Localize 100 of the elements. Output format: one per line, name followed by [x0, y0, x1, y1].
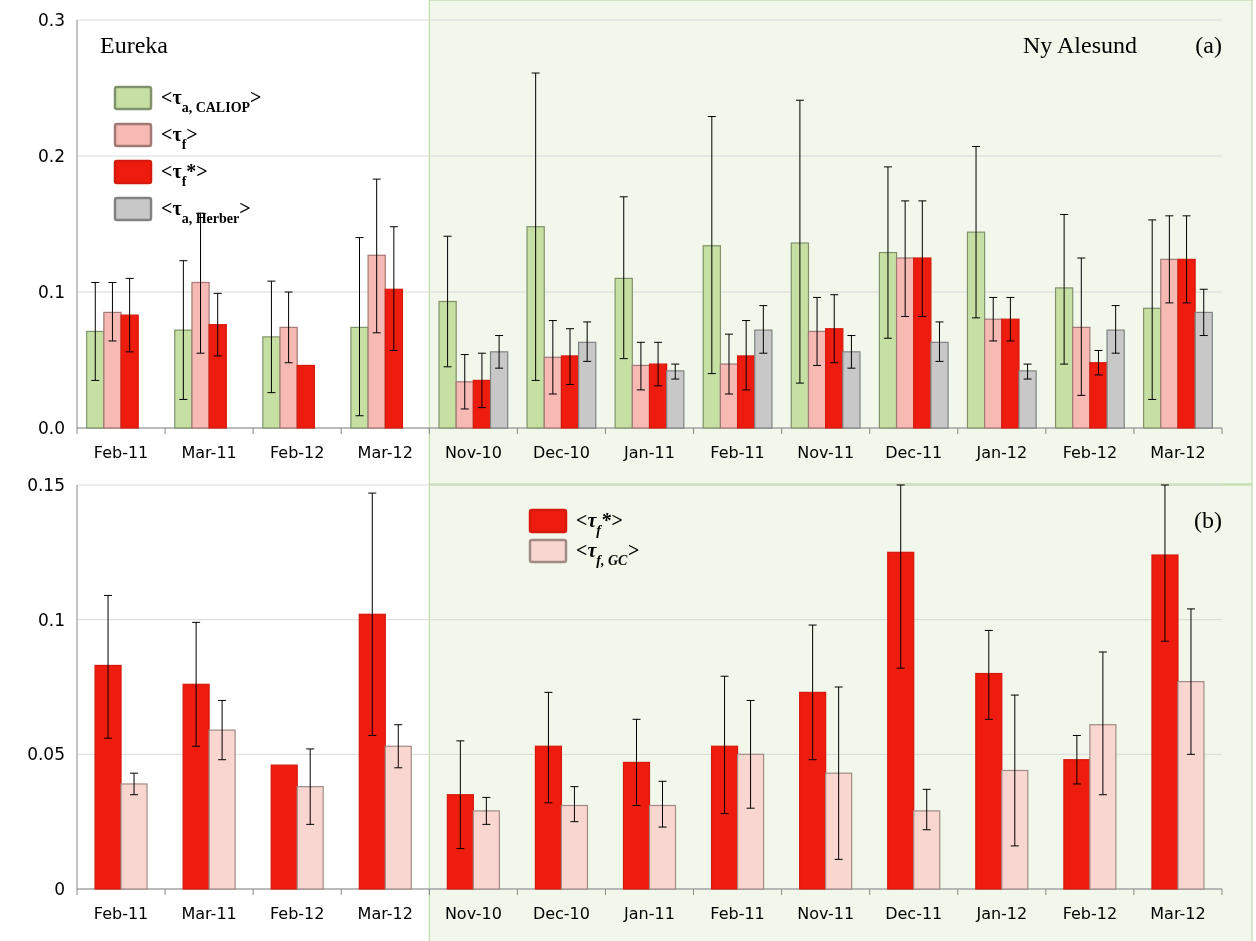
bar [367, 254, 386, 429]
bar [1001, 769, 1029, 890]
x-tick-label: Mar-12 [357, 904, 413, 923]
bar [887, 551, 915, 890]
y-tick-label: 0.05 [27, 744, 65, 765]
bar [438, 300, 457, 429]
x-tick-label: Mar-12 [1150, 904, 1206, 923]
bar [543, 356, 563, 429]
annotation: Ny Alesund [1023, 32, 1137, 58]
bar [279, 326, 298, 429]
y-tick-label: 0.3 [37, 9, 65, 30]
x-tick-label: Dec-11 [885, 443, 943, 462]
bar [270, 764, 298, 890]
x-tick-label: Feb-11 [93, 443, 149, 462]
x-tick-label: Feb-11 [93, 904, 149, 923]
y-tick-label: 0.1 [37, 281, 65, 302]
x-tick-label: Nov-11 [797, 904, 855, 923]
bar [825, 328, 844, 429]
bar [191, 281, 210, 429]
legend-label: <τ$_{a, CALIOP}$> [161, 86, 262, 115]
x-tick-label: Mar-11 [181, 443, 237, 462]
bar [648, 363, 668, 429]
bar [350, 326, 369, 429]
x-tick-label: Nov-10 [444, 443, 502, 462]
annotation: (a) [1195, 32, 1222, 58]
bar [94, 664, 122, 890]
bar [1151, 554, 1179, 890]
bar [560, 804, 589, 890]
x-tick-label: Dec-11 [885, 904, 943, 923]
bar [182, 683, 210, 890]
bar [103, 311, 122, 429]
bar [825, 772, 853, 890]
bar [296, 786, 324, 890]
bar [622, 761, 651, 890]
bar [648, 804, 677, 890]
legend-label: <τ$_{f}$*> [576, 509, 623, 538]
x-tick-label: Dec-10 [532, 443, 590, 462]
bar [799, 691, 827, 890]
bar [1063, 759, 1091, 890]
x-tick-label: Feb-11 [710, 904, 765, 923]
x-tick-label: Mar-12 [357, 443, 413, 462]
bar [384, 745, 412, 890]
bar [1160, 258, 1179, 429]
bar [736, 753, 765, 890]
bar [966, 231, 986, 429]
bar [472, 810, 500, 890]
legend-label: <τ$_{f}$*> [161, 160, 208, 189]
x-tick-label: Feb-12 [269, 904, 325, 923]
bar [975, 672, 1003, 890]
bar [719, 363, 739, 429]
bar [1089, 724, 1117, 890]
annotation: (b) [1194, 507, 1222, 533]
bar [1054, 287, 1074, 429]
x-tick-label: Jan-11 [623, 443, 675, 462]
x-tick-label: Feb-12 [269, 443, 325, 462]
bar [736, 355, 756, 429]
y-tick-label: 0.2 [37, 145, 65, 166]
bar [710, 745, 739, 890]
legend-label: <τ$_{f, GC}$> [576, 539, 639, 568]
bar [1001, 318, 1020, 429]
bar [174, 329, 193, 429]
bar [296, 364, 315, 429]
bar [702, 245, 721, 429]
bar [1089, 362, 1108, 429]
y-tick-label: 0.15 [27, 474, 65, 495]
bar [120, 783, 148, 890]
x-tick-label: Feb-11 [710, 443, 765, 462]
x-tick-label: Feb-12 [1062, 904, 1118, 923]
bar [208, 324, 227, 429]
x-tick-label: Jan-12 [975, 443, 1028, 462]
bar [790, 242, 810, 429]
y-tick-label: 0 [54, 878, 65, 899]
bar [446, 794, 474, 890]
bar [1143, 307, 1162, 429]
x-tick-label: Jan-11 [623, 904, 675, 923]
bar [384, 288, 404, 429]
bar [1072, 326, 1091, 429]
bar [208, 729, 236, 890]
bar [526, 226, 545, 429]
bar [878, 251, 898, 429]
bar [455, 381, 474, 429]
x-tick-label: Mar-12 [1150, 443, 1206, 462]
legend-label: <τ$_{f}$> [161, 123, 198, 152]
bar [1177, 681, 1205, 890]
bar [1177, 258, 1196, 429]
x-tick-label: Jan-12 [975, 904, 1028, 923]
bar [984, 318, 1003, 429]
annotation: Eureka [100, 32, 169, 58]
x-tick-label: Feb-12 [1062, 443, 1118, 462]
bar [560, 355, 580, 429]
bar [631, 364, 651, 429]
x-tick-label: Nov-10 [444, 904, 502, 923]
bar [472, 379, 492, 429]
bar [534, 745, 563, 890]
bar [262, 336, 281, 429]
bar [807, 330, 827, 429]
y-tick-label: 0.0 [37, 417, 65, 438]
x-tick-label: Mar-11 [181, 904, 237, 923]
bar [913, 810, 941, 890]
bar [895, 257, 915, 429]
